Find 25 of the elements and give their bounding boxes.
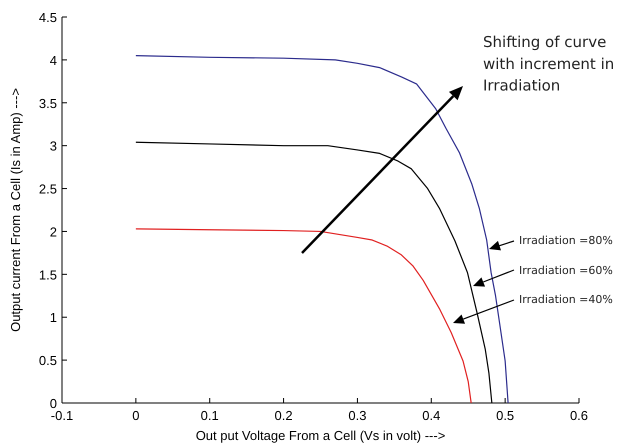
annotation: Irradiation =40% xyxy=(519,293,613,306)
y-tick-label: 1 xyxy=(50,310,57,326)
y-tick-label: 0 xyxy=(50,396,57,411)
x-tick-label: 0.4 xyxy=(422,408,440,423)
annotation: Irradiation =80% xyxy=(519,234,613,247)
y-tick-label: 0.5 xyxy=(38,353,57,368)
y-tick-label: 2.5 xyxy=(38,182,57,197)
x-axis-title: Out put Voltage From a Cell (Vs in volt) ---> xyxy=(196,428,446,443)
annotation: Shifting of curve with increment in Irradiation xyxy=(483,33,614,94)
y-tick-label: 4 xyxy=(50,52,57,68)
x-tick-label: 0.6 xyxy=(570,408,588,423)
x-tick-label: 0 xyxy=(132,408,140,423)
x-tick-label: -0.1 xyxy=(50,408,74,423)
x-tick-label: 0.1 xyxy=(200,408,219,423)
y-tick-label: 3 xyxy=(50,138,57,154)
y-tick-label: 4.5 xyxy=(38,10,57,25)
line-series xyxy=(135,228,472,404)
x-tick-label: 0.3 xyxy=(348,408,366,423)
annotation: Irradiation =60% xyxy=(519,264,613,277)
y-tick-label: 2 xyxy=(50,224,57,240)
y-tick-label: 1.5 xyxy=(38,267,57,282)
x-tick-label: 0.2 xyxy=(274,408,293,423)
x-tick-label: 0.5 xyxy=(496,408,514,423)
y-tick-label: 3.5 xyxy=(38,96,57,111)
y-axis-title: Output current From a Cell (Is in Amp) ---> xyxy=(8,88,23,332)
